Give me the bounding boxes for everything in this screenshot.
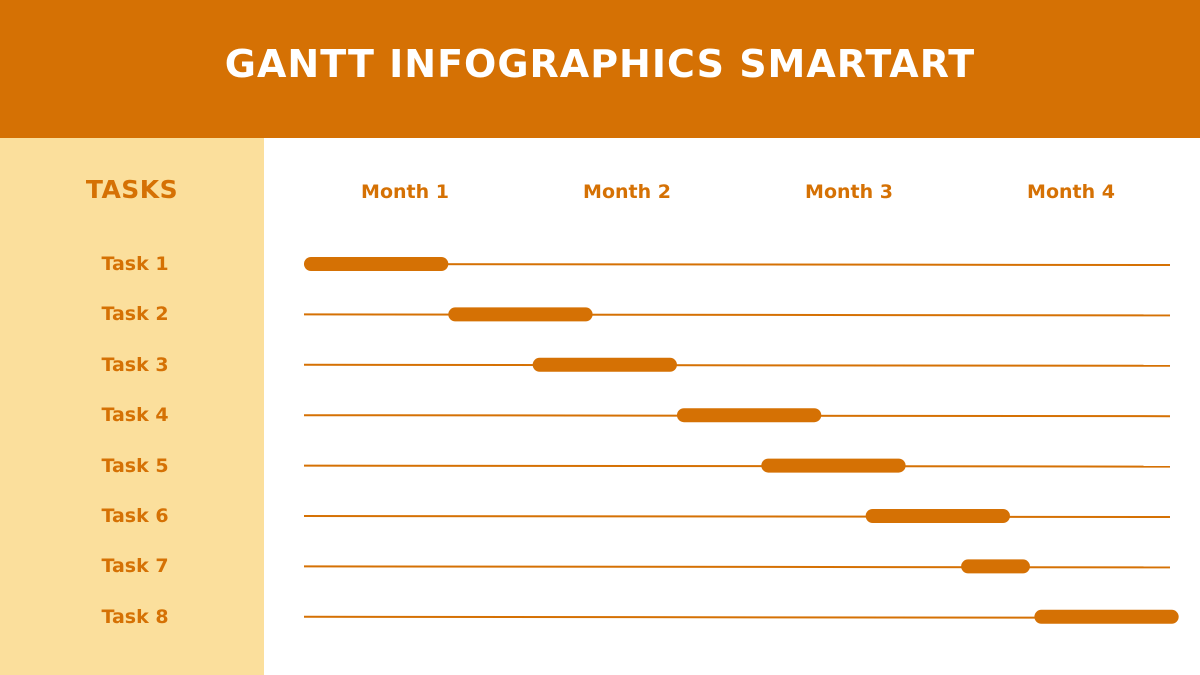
month-label: Month 1 — [361, 181, 449, 203]
month-label: Month 4 — [1027, 181, 1115, 203]
task-label: Task 1 — [101, 253, 169, 275]
page-title: GANTT INFOGRAPHICS SMARTART — [224, 42, 976, 86]
task-label: Task 6 — [101, 505, 169, 527]
task-track-line — [303, 515, 1171, 518]
task-track-line — [303, 565, 1171, 569]
task-label: Task 7 — [101, 555, 169, 578]
task-track-line — [303, 363, 1171, 367]
tasks-sidebar — [0, 138, 264, 675]
month-label: Month 3 — [805, 181, 893, 203]
task-track-line — [303, 464, 1171, 468]
task-track-line — [303, 615, 1171, 619]
task-label: Task 2 — [101, 303, 169, 326]
task-track-line — [303, 414, 1171, 418]
tasks-heading: TASKS — [85, 175, 179, 204]
task-label: Task 3 — [101, 353, 169, 376]
task-label: Task 8 — [101, 605, 169, 628]
task-label: Task 5 — [101, 454, 169, 477]
title-banner: GANTT INFOGRAPHICS SMARTART — [0, 0, 1200, 138]
task-label: Task 4 — [101, 404, 169, 427]
task-track-line — [303, 313, 1171, 317]
month-label: Month 2 — [583, 181, 671, 203]
task-track-line — [303, 263, 1171, 266]
